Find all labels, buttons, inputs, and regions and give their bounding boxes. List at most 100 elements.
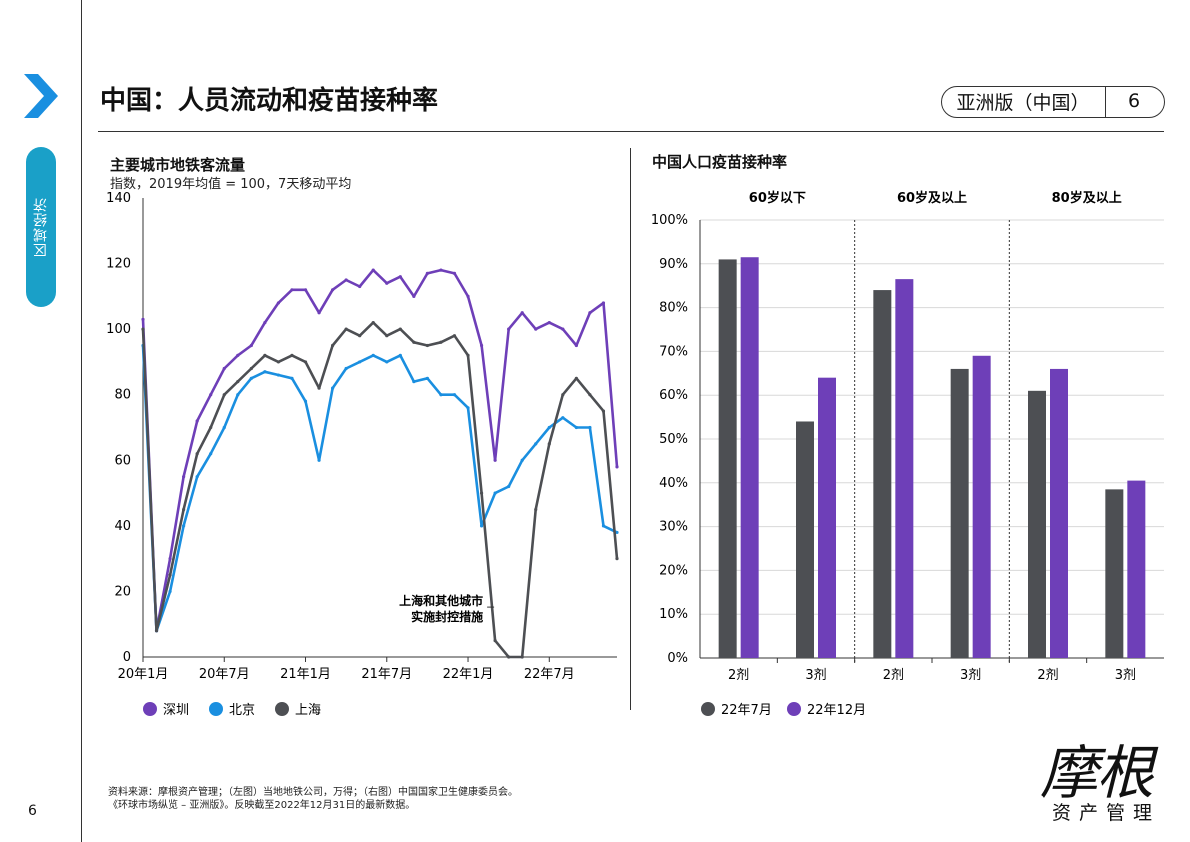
data-point bbox=[182, 524, 186, 528]
data-point bbox=[561, 327, 565, 331]
x-tick-label: 3剂 bbox=[805, 668, 826, 683]
y-tick-label: 100% bbox=[651, 213, 688, 228]
data-point bbox=[358, 360, 362, 364]
data-point bbox=[222, 393, 226, 397]
title-rule bbox=[98, 131, 1164, 132]
data-point bbox=[493, 491, 497, 495]
legend-label-0: 深圳 bbox=[163, 703, 189, 718]
data-point bbox=[452, 393, 457, 397]
x-tick-label: 2剂 bbox=[883, 668, 904, 683]
data-point bbox=[439, 340, 443, 344]
data-point bbox=[615, 557, 619, 561]
data-point bbox=[398, 275, 402, 279]
data-point bbox=[276, 373, 281, 377]
data-point bbox=[534, 327, 538, 331]
sidebar-divider bbox=[81, 0, 82, 842]
data-point bbox=[466, 294, 470, 298]
legend-marker-0 bbox=[701, 702, 715, 716]
data-point bbox=[371, 353, 375, 357]
data-point bbox=[574, 376, 578, 380]
footer-source: 资料来源：摩根资产管理；（左图）当地地铁公司，万得；（右图）中国国家卫生健康委员… bbox=[108, 786, 518, 812]
x-tick-label: 22年1月 bbox=[443, 667, 494, 682]
data-point bbox=[385, 281, 389, 285]
left-page-number: 6 bbox=[28, 803, 37, 819]
edition-pill-separator bbox=[1105, 86, 1106, 117]
x-tick-label: 20年1月 bbox=[118, 667, 169, 682]
x-tick-label: 20年7月 bbox=[199, 667, 250, 682]
data-point bbox=[331, 343, 335, 348]
data-point bbox=[574, 343, 578, 348]
data-point bbox=[385, 360, 389, 364]
y-tick-label: 20% bbox=[659, 563, 688, 578]
data-point bbox=[317, 458, 321, 462]
data-point bbox=[547, 442, 551, 446]
data-point bbox=[412, 340, 416, 344]
data-point bbox=[222, 425, 226, 430]
data-point bbox=[561, 416, 565, 420]
data-point bbox=[398, 353, 402, 357]
group-header-0: 60岁以下 bbox=[749, 190, 806, 206]
data-point bbox=[303, 288, 308, 292]
side-tab[interactable] bbox=[26, 147, 56, 307]
data-point bbox=[520, 655, 524, 659]
data-point bbox=[276, 301, 281, 305]
data-point bbox=[344, 366, 348, 371]
data-point bbox=[263, 353, 267, 357]
y-tick-label: 100 bbox=[106, 322, 131, 337]
chart-divider bbox=[630, 148, 631, 710]
data-point bbox=[303, 399, 308, 403]
bar-chart: 0% 10% 20% 30% 40% 50% 60% 70% 80% 90% 100% 60岁以下 60… bbox=[651, 190, 1164, 718]
data-point bbox=[236, 380, 240, 384]
data-point bbox=[385, 334, 389, 338]
data-point bbox=[303, 360, 308, 364]
data-point bbox=[574, 425, 578, 430]
group-header-1: 60岁及以上 bbox=[897, 190, 967, 206]
group-header-2: 80岁及以上 bbox=[1052, 190, 1122, 206]
bar-1 bbox=[818, 377, 836, 658]
data-point bbox=[547, 320, 551, 325]
data-point bbox=[561, 393, 565, 397]
data-point bbox=[425, 271, 429, 276]
data-point bbox=[344, 278, 348, 282]
data-point bbox=[290, 288, 294, 292]
data-point bbox=[479, 524, 484, 528]
footer-line-1: 资料来源：摩根资产管理；（左图）当地地铁公司，万得；（右图）中国国家卫生健康委员… bbox=[108, 787, 518, 798]
bar-1 bbox=[1127, 480, 1146, 658]
data-point bbox=[439, 268, 443, 272]
data-point bbox=[439, 393, 443, 397]
y-tick-label: 90% bbox=[659, 257, 688, 272]
data-point bbox=[466, 353, 470, 357]
legend-marker-1 bbox=[787, 702, 801, 716]
data-point bbox=[182, 507, 186, 512]
y-tick-label: 70% bbox=[659, 344, 688, 359]
data-point bbox=[588, 393, 592, 397]
x-tick-label: 2剂 bbox=[728, 668, 749, 683]
x-tick-label: 2剂 bbox=[1037, 668, 1058, 683]
data-point bbox=[588, 425, 592, 430]
series-line-2 bbox=[141, 321, 619, 659]
legend-label-1: 北京 bbox=[229, 703, 255, 718]
y-tick-label: 40% bbox=[659, 476, 688, 491]
data-point bbox=[371, 268, 375, 272]
data-point bbox=[493, 639, 497, 643]
data-point bbox=[182, 475, 186, 479]
data-point bbox=[195, 452, 199, 456]
bar-1 bbox=[1050, 368, 1068, 658]
data-point bbox=[615, 530, 619, 535]
data-point bbox=[209, 425, 213, 430]
data-point bbox=[412, 380, 416, 384]
footer-line-2: 《环球市场纵览 – 亚洲版》。反映截至2022年12月31日的最新数据。 bbox=[108, 800, 416, 811]
data-point bbox=[168, 557, 172, 561]
data-point bbox=[479, 491, 484, 495]
annotation-line-2: 实施封控措施 bbox=[411, 609, 483, 624]
line-chart: 0 20 40 60 80 100 120 140 20年1月 20年7月 21年1月 21年7月 22… bbox=[106, 191, 619, 718]
annotation-line-1: 上海和其他城市 bbox=[399, 593, 483, 608]
x-tick-label: 21年1月 bbox=[280, 667, 331, 682]
data-point bbox=[236, 353, 240, 357]
data-point bbox=[601, 524, 606, 528]
data-point bbox=[236, 393, 240, 397]
data-point bbox=[588, 311, 592, 315]
x-tick-label: 21年7月 bbox=[361, 667, 412, 682]
legend-marker-0 bbox=[143, 702, 157, 716]
legend-label-1: 22年12月 bbox=[807, 703, 866, 718]
